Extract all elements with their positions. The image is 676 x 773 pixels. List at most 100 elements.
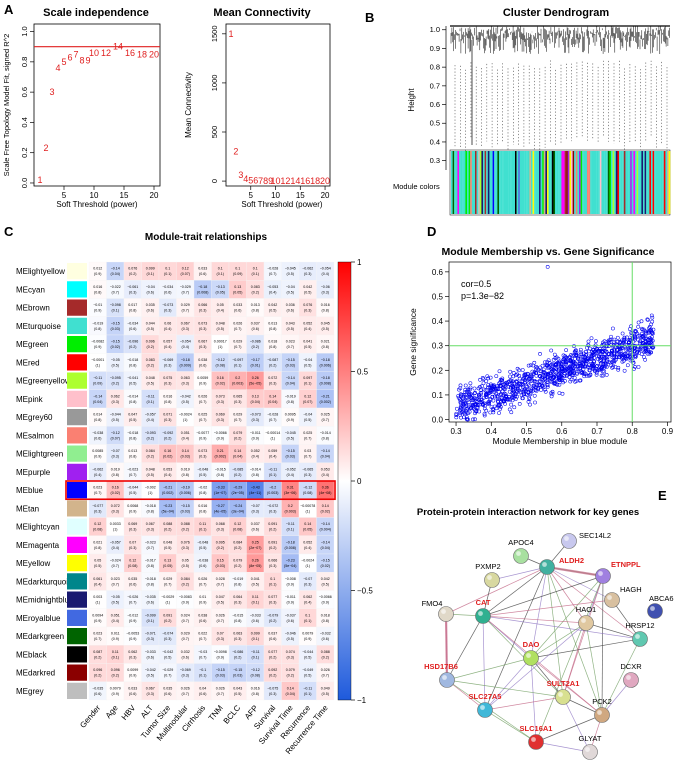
cell-pvalue: (0.09): [93, 382, 102, 386]
cell-pvalue: (0.2): [164, 619, 171, 623]
cell-pvalue: (0.1): [252, 655, 259, 659]
point-label: 7: [258, 176, 263, 186]
cell-correlation: 0.11: [252, 595, 259, 599]
module-color-strip: [483, 151, 485, 214]
gene-point: [619, 346, 624, 350]
cell-correlation: 0.04: [199, 686, 206, 690]
panel-e: E Protein-protein interaction network fo…: [417, 488, 674, 760]
gene-point: [585, 345, 589, 350]
module-swatch: [67, 390, 87, 407]
cell-pvalue: (0.3): [217, 637, 224, 641]
cell-correlation: 0.064: [233, 595, 242, 599]
cell-pvalue: (0.003): [285, 509, 296, 513]
gene-point: [509, 402, 513, 407]
cell-correlation: 0.1: [253, 267, 258, 271]
cell-pvalue: (0.2): [269, 546, 276, 550]
gene-point: [492, 390, 497, 394]
cell-pvalue: (0.4): [182, 345, 189, 349]
cell-pvalue: (0.2): [234, 655, 241, 659]
module-color-strip: [478, 151, 480, 214]
gene-point: [602, 369, 607, 374]
gene-point: [492, 383, 496, 388]
gene-point: [584, 359, 589, 364]
cell-pvalue: (0.2): [269, 655, 276, 659]
cell-pvalue: (4e−05): [214, 509, 227, 513]
network-edge: [482, 615, 603, 716]
module-color-strip: [619, 151, 621, 214]
cell-pvalue: (0.2): [234, 546, 241, 550]
cell-correlation: 0.057: [163, 340, 172, 344]
cell-correlation: 0.01: [199, 595, 206, 599]
x-tick-label: 10: [271, 191, 280, 200]
cell-pvalue: (1): [96, 363, 100, 367]
gene-point: [488, 389, 492, 393]
cell-pvalue: (0.2): [217, 546, 224, 550]
gene-point: [610, 365, 615, 370]
cell-pvalue: (0.9): [129, 637, 136, 641]
module-label: MEtan: [16, 504, 39, 513]
cell-pvalue: (0.3): [269, 601, 276, 605]
gene-point: [495, 393, 499, 398]
cell-correlation: −0.21: [321, 394, 330, 398]
cell-correlation: 0.068: [216, 522, 225, 526]
module-label: MEbrown: [16, 304, 50, 313]
cell-correlation: 0.03: [304, 449, 311, 453]
cell-correlation: 0.099: [146, 267, 155, 271]
cell-correlation: 0.0033: [110, 522, 121, 526]
cell-pvalue: (0.6): [199, 692, 206, 696]
cell-pvalue: (0.03): [286, 455, 295, 459]
gene-point: [602, 359, 606, 363]
colorbar-tick-label: −0.5: [357, 587, 373, 596]
cell-correlation: −0.18: [321, 376, 330, 380]
cell-correlation: −0.0024: [179, 413, 192, 417]
cell-pvalue: (0.04): [286, 692, 295, 696]
module-swatch: [67, 445, 87, 462]
gene-point: [647, 340, 651, 345]
module-color-strip: [630, 151, 632, 214]
cell-correlation: 0.045: [321, 321, 330, 325]
cell-correlation: −0.019: [232, 577, 243, 581]
cell-correlation: 0.025: [198, 413, 207, 417]
cell-pvalue: (3e−06): [284, 491, 297, 495]
cell-correlation: 0.2: [235, 376, 240, 380]
gene-point: [460, 399, 465, 403]
node-highlight: [650, 606, 655, 611]
cell-pvalue: (0.2): [252, 345, 259, 349]
cell-correlation: 0.025: [321, 413, 330, 417]
gene-point: [631, 360, 636, 365]
gene-point: [466, 397, 471, 402]
cell-correlation: −0.057: [110, 540, 121, 544]
cell-correlation: 0.048: [146, 467, 155, 471]
module-color-strip: [662, 151, 664, 214]
cell-pvalue: (0.6): [199, 619, 206, 623]
y-tick-label: 500: [210, 126, 219, 139]
gene-point: [534, 367, 538, 371]
network-nodes: SEC14L2 APOC4 ALDH2 ETNPPL PXMP2 HAGH ABCA6 FMO…: [422, 531, 674, 760]
gene-point: [458, 400, 463, 405]
cell-correlation: −0.011: [285, 595, 296, 599]
gene-point: [639, 352, 644, 356]
cell-correlation: −0.032: [320, 632, 331, 636]
point-label: 3: [238, 170, 243, 180]
cell-pvalue: (0.7): [94, 637, 101, 641]
module-swatch: [67, 646, 87, 663]
cell-correlation: −0.04: [303, 358, 312, 362]
gene-point: [539, 377, 544, 382]
cell-correlation: −0.15: [233, 668, 242, 672]
cell-correlation: −0.04: [286, 285, 295, 289]
gene-point: [526, 363, 531, 368]
cell-correlation: −0.11: [251, 650, 260, 654]
cell-correlation: −0.0066: [319, 595, 332, 599]
cell-pvalue: (0.2): [287, 674, 294, 678]
gene-point: [517, 402, 522, 406]
module-color-strip: [547, 151, 549, 214]
cell-pvalue: (0.6): [199, 564, 206, 568]
cell-correlation: −0.18: [286, 540, 295, 544]
cell-pvalue: (0.01): [251, 363, 260, 367]
cell-correlation: 0.083: [251, 285, 260, 289]
module-color-strip: [559, 151, 562, 214]
cell-pvalue: (0.03): [181, 509, 190, 513]
gene-point: [525, 384, 529, 389]
cell-pvalue: (0.2): [269, 528, 276, 532]
